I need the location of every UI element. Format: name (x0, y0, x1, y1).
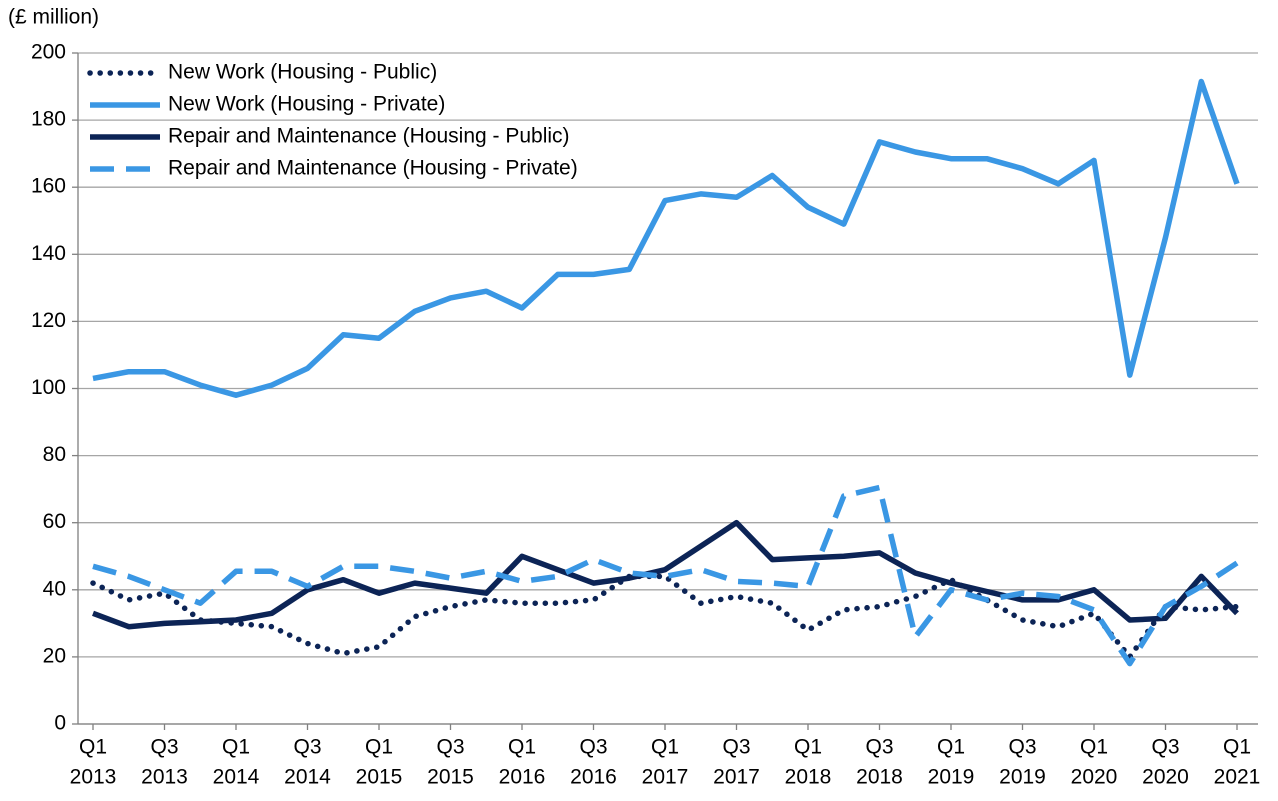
y-tick-label: 60 (43, 510, 66, 533)
x-tick-label: 2013 (141, 766, 188, 789)
x-tick-label: Q3 (722, 736, 750, 759)
x-tick-label: 2017 (642, 766, 689, 789)
y-tick-label: 80 (43, 443, 66, 466)
x-tick-label: Q1 (794, 736, 822, 759)
series-line (92, 519, 1239, 630)
x-tick-label: 2015 (356, 766, 403, 789)
series-line (92, 484, 1239, 667)
series-line (92, 78, 1240, 398)
legend-label: New Work (Housing - Private) (168, 93, 445, 116)
x-tick-label: Q3 (436, 736, 464, 759)
legend-label: Repair and Maintenance (Housing - Public… (168, 125, 570, 148)
y-tick-label: 140 (31, 242, 66, 265)
y-tick-label: 0 (54, 712, 66, 735)
x-tick-label: 2019 (999, 766, 1046, 789)
x-tick-label: Q3 (1151, 736, 1179, 759)
x-tick-label: 2021 (1214, 766, 1261, 789)
x-tick-label: 2014 (284, 766, 331, 789)
x-tick-label: Q1 (1080, 736, 1108, 759)
legend-label: Repair and Maintenance (Housing - Privat… (168, 157, 578, 180)
y-tick-label: 20 (43, 644, 66, 667)
x-tick-label: Q1 (1223, 736, 1251, 759)
y-tick-label: 100 (31, 376, 66, 399)
x-tick-label: 2014 (213, 766, 260, 789)
y-tick-label: 200 (31, 41, 66, 64)
x-tick-label: 2020 (1071, 766, 1118, 789)
y-tick-label: 180 (31, 108, 66, 131)
x-tick-label: 2020 (1142, 766, 1189, 789)
x-tick-label: 2018 (785, 766, 832, 789)
x-tick-label: Q3 (579, 736, 607, 759)
x-tick-label: 2013 (70, 766, 117, 789)
x-tick-label: Q3 (1008, 736, 1036, 759)
x-tick-label: Q3 (865, 736, 893, 759)
x-tick-label: Q1 (222, 736, 250, 759)
x-tick-label: Q1 (79, 736, 107, 759)
x-tick-label: Q3 (293, 736, 321, 759)
x-tick-label: Q1 (937, 736, 965, 759)
x-tick-label: Q3 (150, 736, 178, 759)
x-tick-label: 2019 (928, 766, 975, 789)
y-tick-label: 120 (31, 309, 66, 332)
x-tick-label: Q1 (508, 736, 536, 759)
x-tick-label: 2016 (499, 766, 546, 789)
x-tick-label: 2017 (713, 766, 760, 789)
x-tick-label: 2015 (427, 766, 474, 789)
x-tick-label: Q1 (365, 736, 393, 759)
x-tick-label: 2018 (856, 766, 903, 789)
legend-label: New Work (Housing - Public) (168, 61, 437, 84)
y-tick-label: 160 (31, 175, 66, 198)
y-tick-label: 40 (43, 577, 66, 600)
x-tick-label: Q1 (651, 736, 679, 759)
x-tick-label: 2016 (570, 766, 617, 789)
y-axis-label: (£ million) (8, 6, 99, 29)
